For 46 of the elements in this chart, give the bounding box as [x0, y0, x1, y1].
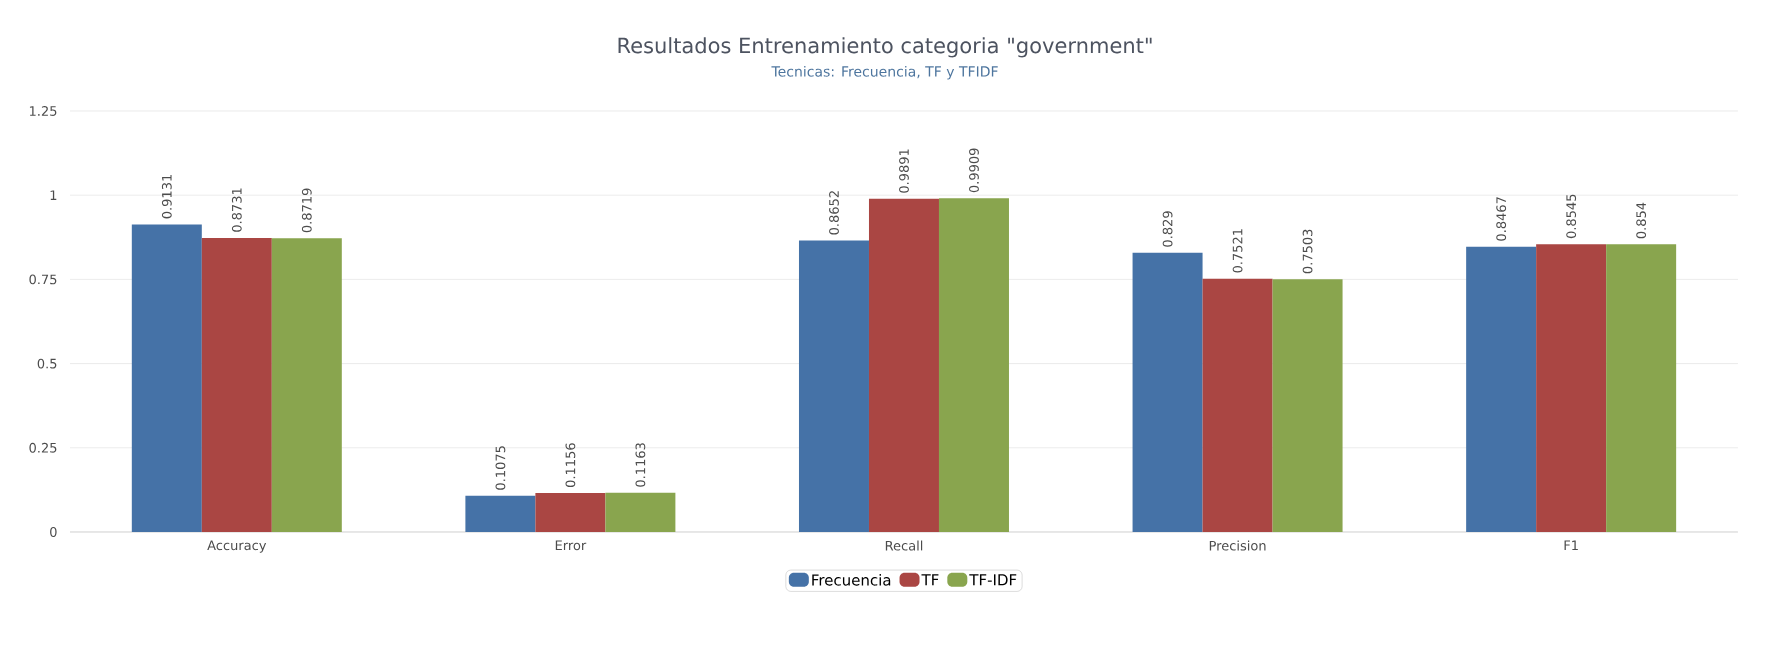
data-label: 0.8467: [1496, 197, 1507, 241]
bar: [605, 492, 676, 532]
bar: [1272, 279, 1343, 532]
legend-label: TF-IDF: [969, 574, 1017, 586]
y-tick-label: 0.25: [29, 442, 57, 453]
x-tick-label: Precision: [1209, 540, 1266, 551]
chart-title: Resultados Entrenamiento categoria "government": [618, 37, 1152, 58]
bar: [798, 240, 869, 532]
data-label: 0.8731: [231, 188, 242, 232]
bar: [1536, 244, 1607, 532]
bar: [1202, 278, 1273, 532]
y-tick-label: 0.75: [29, 274, 57, 285]
bar: [938, 198, 1009, 532]
x-tick-label: Error: [555, 540, 587, 551]
x-tick-label: F1: [1564, 540, 1578, 550]
legend-label: TF: [921, 574, 939, 586]
data-label: 0.9131: [161, 174, 172, 219]
bar: [201, 237, 272, 532]
y-tick-label: 0.5: [37, 358, 57, 369]
y-tick-label: 0: [50, 527, 57, 537]
data-label: 0.854: [1636, 202, 1647, 239]
bar: [868, 198, 939, 532]
data-label: 0.829: [1162, 211, 1173, 247]
bar: [131, 224, 202, 532]
chart-subtitle: Tecnicas: Frecuencia, TF y TFIDF: [771, 65, 998, 80]
bar: [1466, 246, 1537, 532]
bar: [1606, 244, 1677, 532]
y-tick-label: 1.25: [29, 106, 57, 116]
bar: [535, 493, 606, 532]
data-label: 0.1156: [565, 443, 576, 487]
x-tick-label: Recall: [885, 540, 923, 551]
data-label: 0.9891: [899, 149, 909, 193]
data-label: 0.8652: [829, 191, 839, 235]
x-tick-label: Accuracy: [207, 540, 267, 553]
bar: [465, 495, 536, 532]
data-label: 0.7503: [1302, 229, 1313, 274]
data-label: 0.9909: [969, 148, 979, 193]
data-label: 0.8545: [1566, 194, 1577, 239]
bar: [1132, 252, 1203, 532]
y-tick-label: 1: [50, 190, 57, 200]
data-label: 0.1163: [635, 443, 646, 487]
data-label: 0.8719: [301, 188, 312, 233]
data-label: 0.7521: [1232, 229, 1243, 273]
data-label: 0.1075: [495, 446, 506, 490]
bar: [271, 238, 342, 532]
legend-label: Frecuencia: [812, 574, 891, 586]
